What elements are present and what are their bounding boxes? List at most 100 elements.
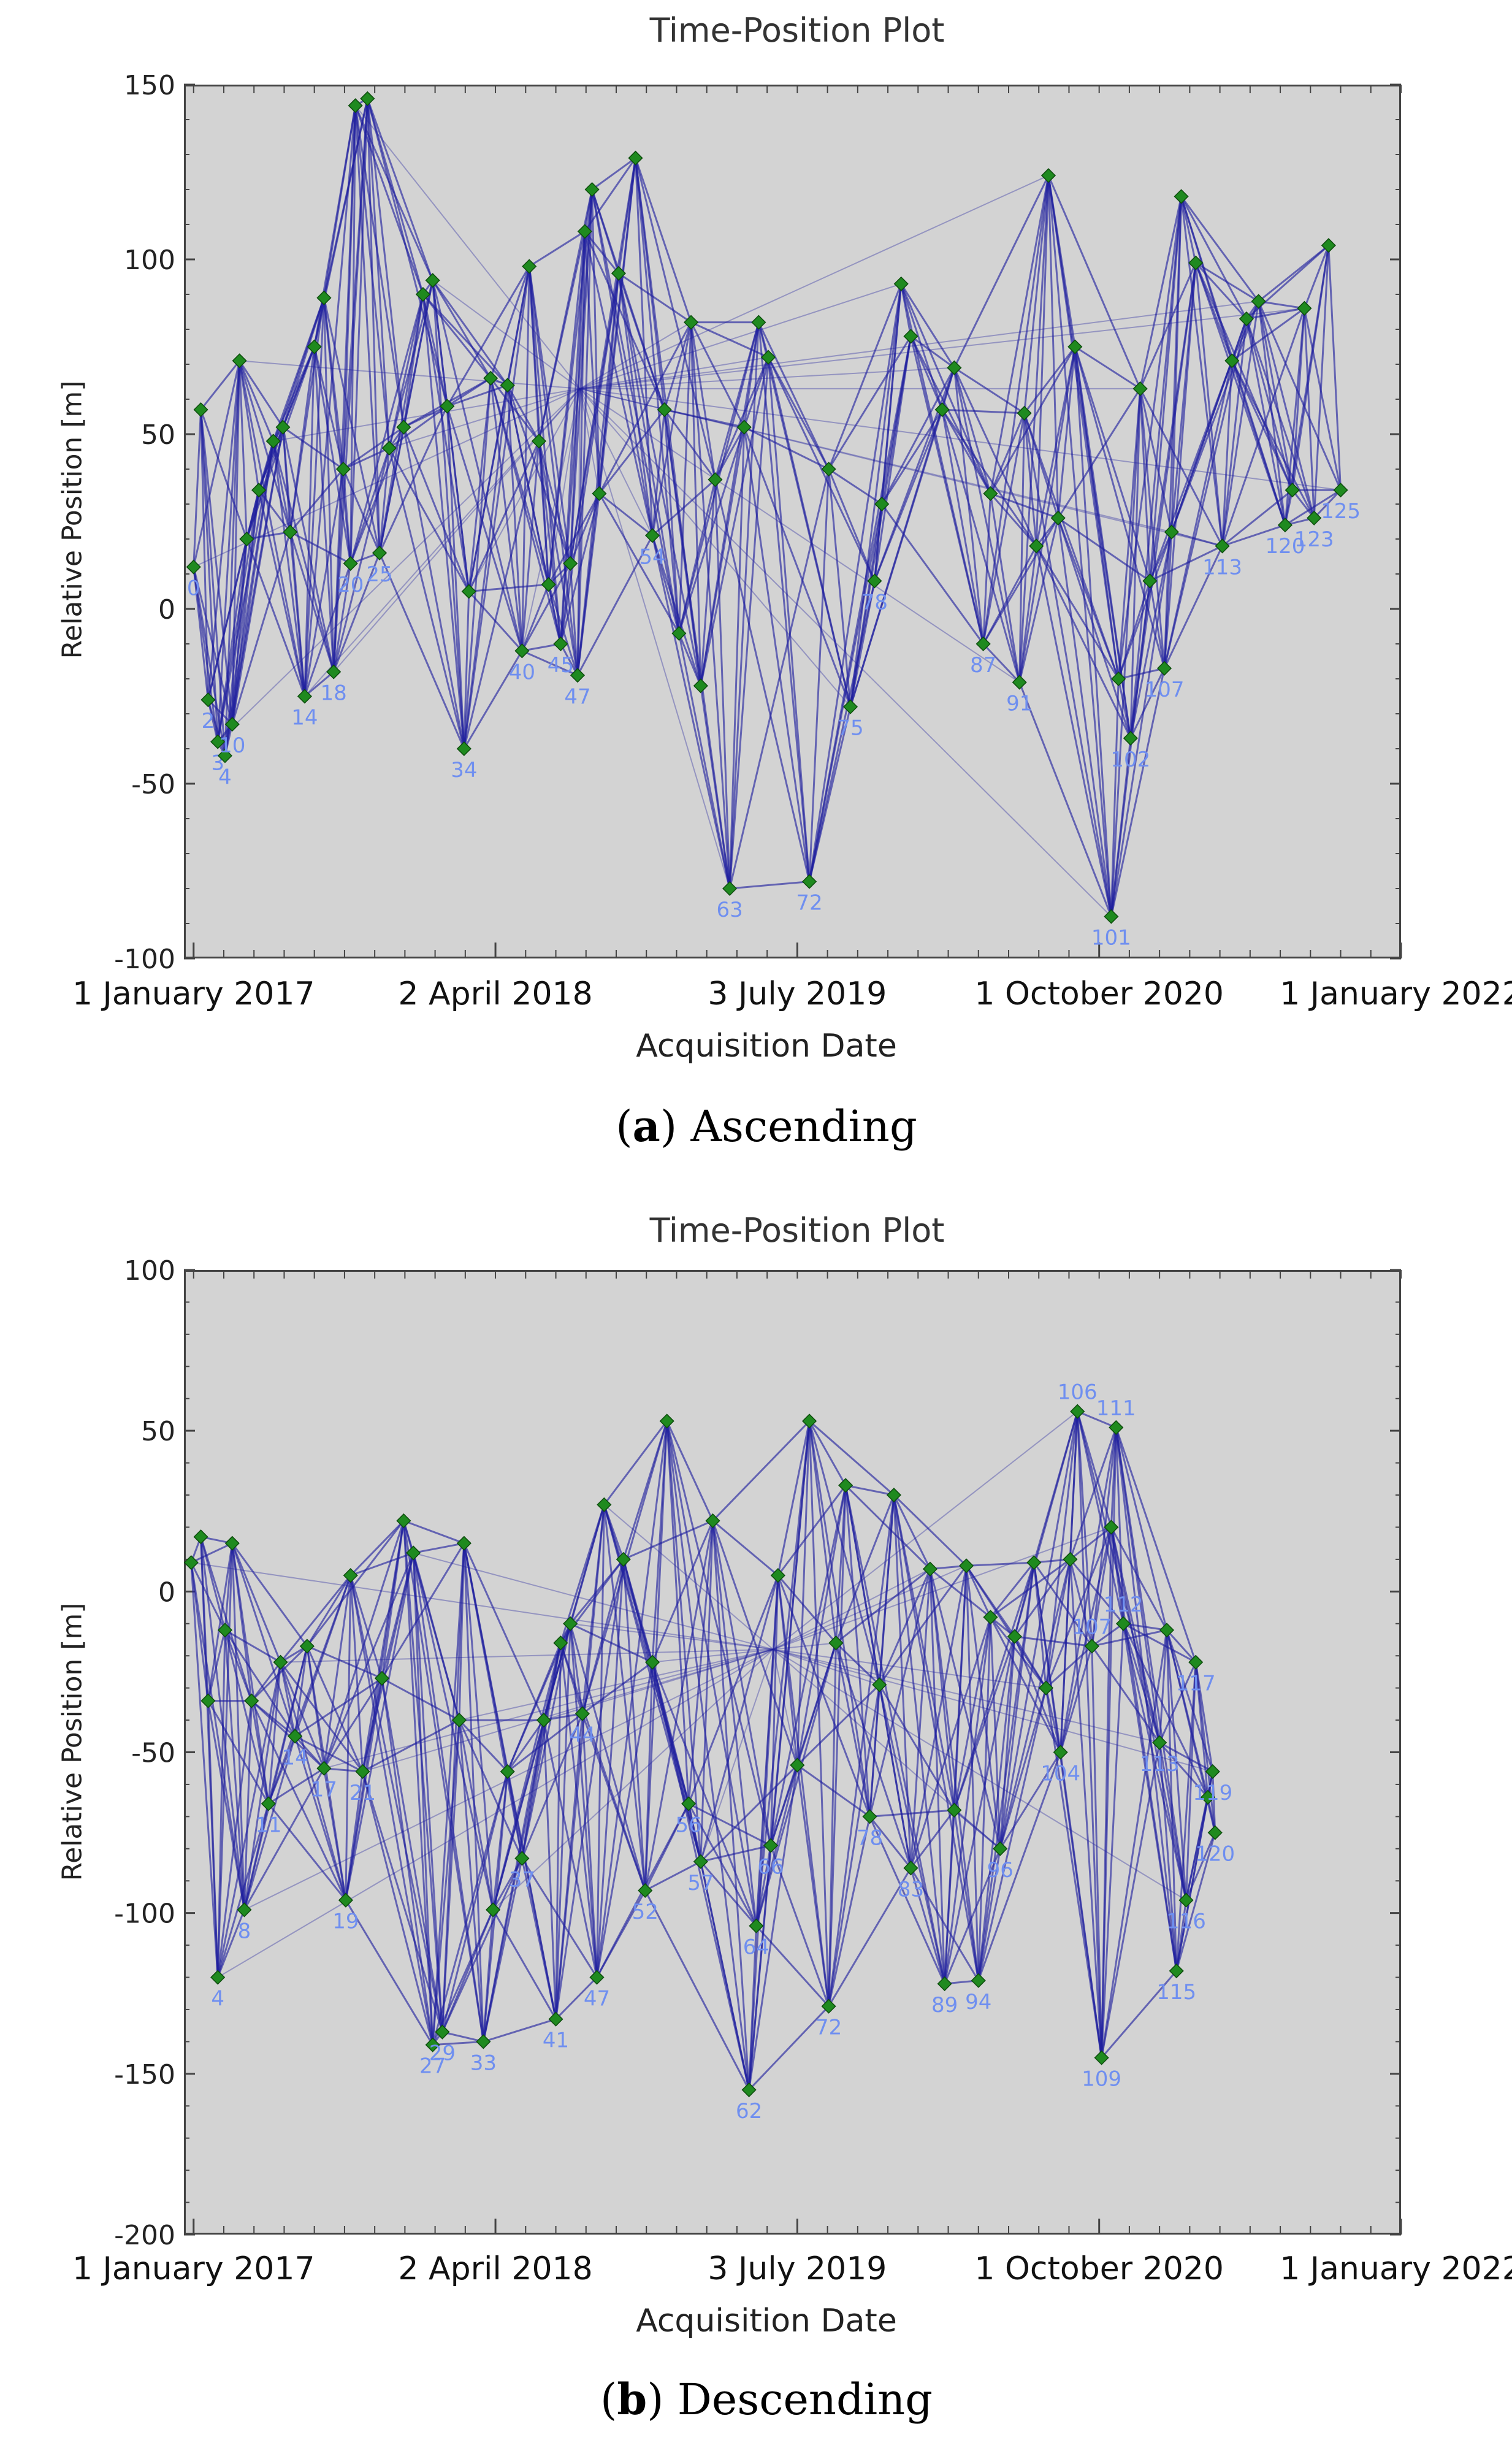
baseline-line [1018, 518, 1060, 683]
acquisition-marker [657, 402, 672, 418]
baseline-line [700, 1845, 771, 1863]
acquisition-marker [708, 472, 723, 488]
baseline-line [1074, 346, 1166, 669]
baseline-line [953, 1810, 980, 1981]
baseline-line [844, 1485, 871, 1817]
baseline-line [1148, 581, 1166, 669]
baseline-line [1149, 545, 1223, 582]
acquisition-marker [886, 1487, 901, 1503]
baseline-line [581, 1504, 605, 1714]
baseline-line [231, 441, 275, 725]
baseline-line [304, 468, 345, 697]
baseline-line [1110, 678, 1120, 917]
point-label: 41 [543, 2029, 569, 2053]
baseline-line [777, 1421, 811, 1576]
baseline-line [728, 322, 760, 889]
baseline-line [224, 1629, 270, 1804]
baseline-line [1122, 1623, 1161, 1743]
baseline-line [403, 427, 470, 592]
baseline-line [1129, 532, 1173, 739]
baseline-line [1139, 388, 1173, 532]
baseline-line [910, 1867, 980, 1981]
baseline-line [366, 98, 391, 448]
baseline-line [258, 489, 306, 697]
acquisition-marker [232, 353, 247, 369]
baseline-line [543, 1720, 557, 2019]
baseline-line [304, 563, 352, 697]
baseline-line [644, 1520, 714, 1891]
baseline-line [1166, 1629, 1197, 1663]
baseline-line [796, 1421, 811, 1765]
x-tick-label: 1 January 2017 [72, 2251, 315, 2287]
baseline-line [596, 1662, 654, 1978]
baseline-line [808, 581, 876, 882]
baseline-line [953, 1617, 991, 1811]
baseline-line [1180, 196, 1224, 546]
baseline-line [982, 643, 1020, 683]
baseline-line [294, 1735, 325, 1769]
baseline-line [381, 1520, 405, 1679]
baseline-line [930, 1568, 991, 1618]
baseline-line [538, 441, 550, 585]
baseline-line [506, 385, 523, 651]
baseline-line [651, 1662, 757, 1927]
baseline-line [767, 357, 852, 707]
baseline-line [678, 322, 692, 633]
acquisition-marker [451, 1713, 467, 1728]
baseline-line [323, 1575, 352, 1769]
baseline-line [1123, 1623, 1196, 1664]
baseline-line [200, 410, 209, 700]
baseline-line [422, 294, 470, 592]
baseline-line [828, 1494, 895, 2006]
baseline-line [492, 1857, 523, 1911]
acquisition-marker [1038, 1680, 1054, 1696]
y-tick-label: 100 [124, 245, 175, 276]
acquisition-marker [1116, 1616, 1131, 1631]
baseline-line [463, 266, 530, 749]
baseline-line [1036, 517, 1059, 547]
baseline-line [712, 1520, 757, 1926]
baseline-line [700, 357, 769, 686]
baseline-line [828, 468, 852, 707]
baseline-line [755, 1575, 779, 1926]
baseline-line [239, 361, 260, 491]
acquisition-marker [577, 224, 592, 239]
point-label: 120 [1195, 1842, 1235, 1867]
baseline-line [349, 105, 357, 564]
baseline-line [576, 189, 594, 676]
point-label: 29 [429, 2041, 456, 2066]
acquisition-marker [1156, 660, 1172, 676]
acquisition-marker [563, 556, 578, 571]
baseline-line [944, 1617, 991, 1984]
baseline-line [1129, 196, 1183, 739]
baseline-line [446, 377, 491, 407]
baseline-line [1047, 175, 1112, 917]
baseline-line [521, 388, 581, 651]
baseline-line [663, 409, 716, 480]
baseline-line [990, 1616, 1062, 1753]
baseline-line [1303, 308, 1315, 518]
baseline-line [200, 409, 248, 540]
acquisition-marker [456, 1535, 472, 1551]
acquisition-marker [381, 440, 397, 456]
acquisition-marker [1104, 909, 1119, 924]
y-tick-label: 0 [158, 594, 175, 625]
baseline-line [663, 322, 692, 410]
baseline-line [755, 1649, 774, 1926]
baseline-line [1159, 1742, 1213, 1773]
baseline-line [268, 1767, 325, 1805]
point-label: 18 [321, 681, 347, 706]
acquisition-marker [1026, 1555, 1042, 1570]
baseline-line [1163, 545, 1223, 669]
baseline-line [272, 441, 335, 672]
baseline-line [834, 1642, 871, 1817]
baseline-line [224, 361, 241, 756]
point-label: 14 [291, 706, 318, 730]
baseline-line [828, 1685, 880, 2006]
baseline-line [412, 1553, 443, 2032]
acquisition-marker [802, 874, 817, 889]
baseline-line [1245, 318, 1294, 491]
baseline-line [893, 1494, 931, 1570]
acquisition-marker [1307, 510, 1322, 526]
baseline-line [1231, 360, 1286, 526]
